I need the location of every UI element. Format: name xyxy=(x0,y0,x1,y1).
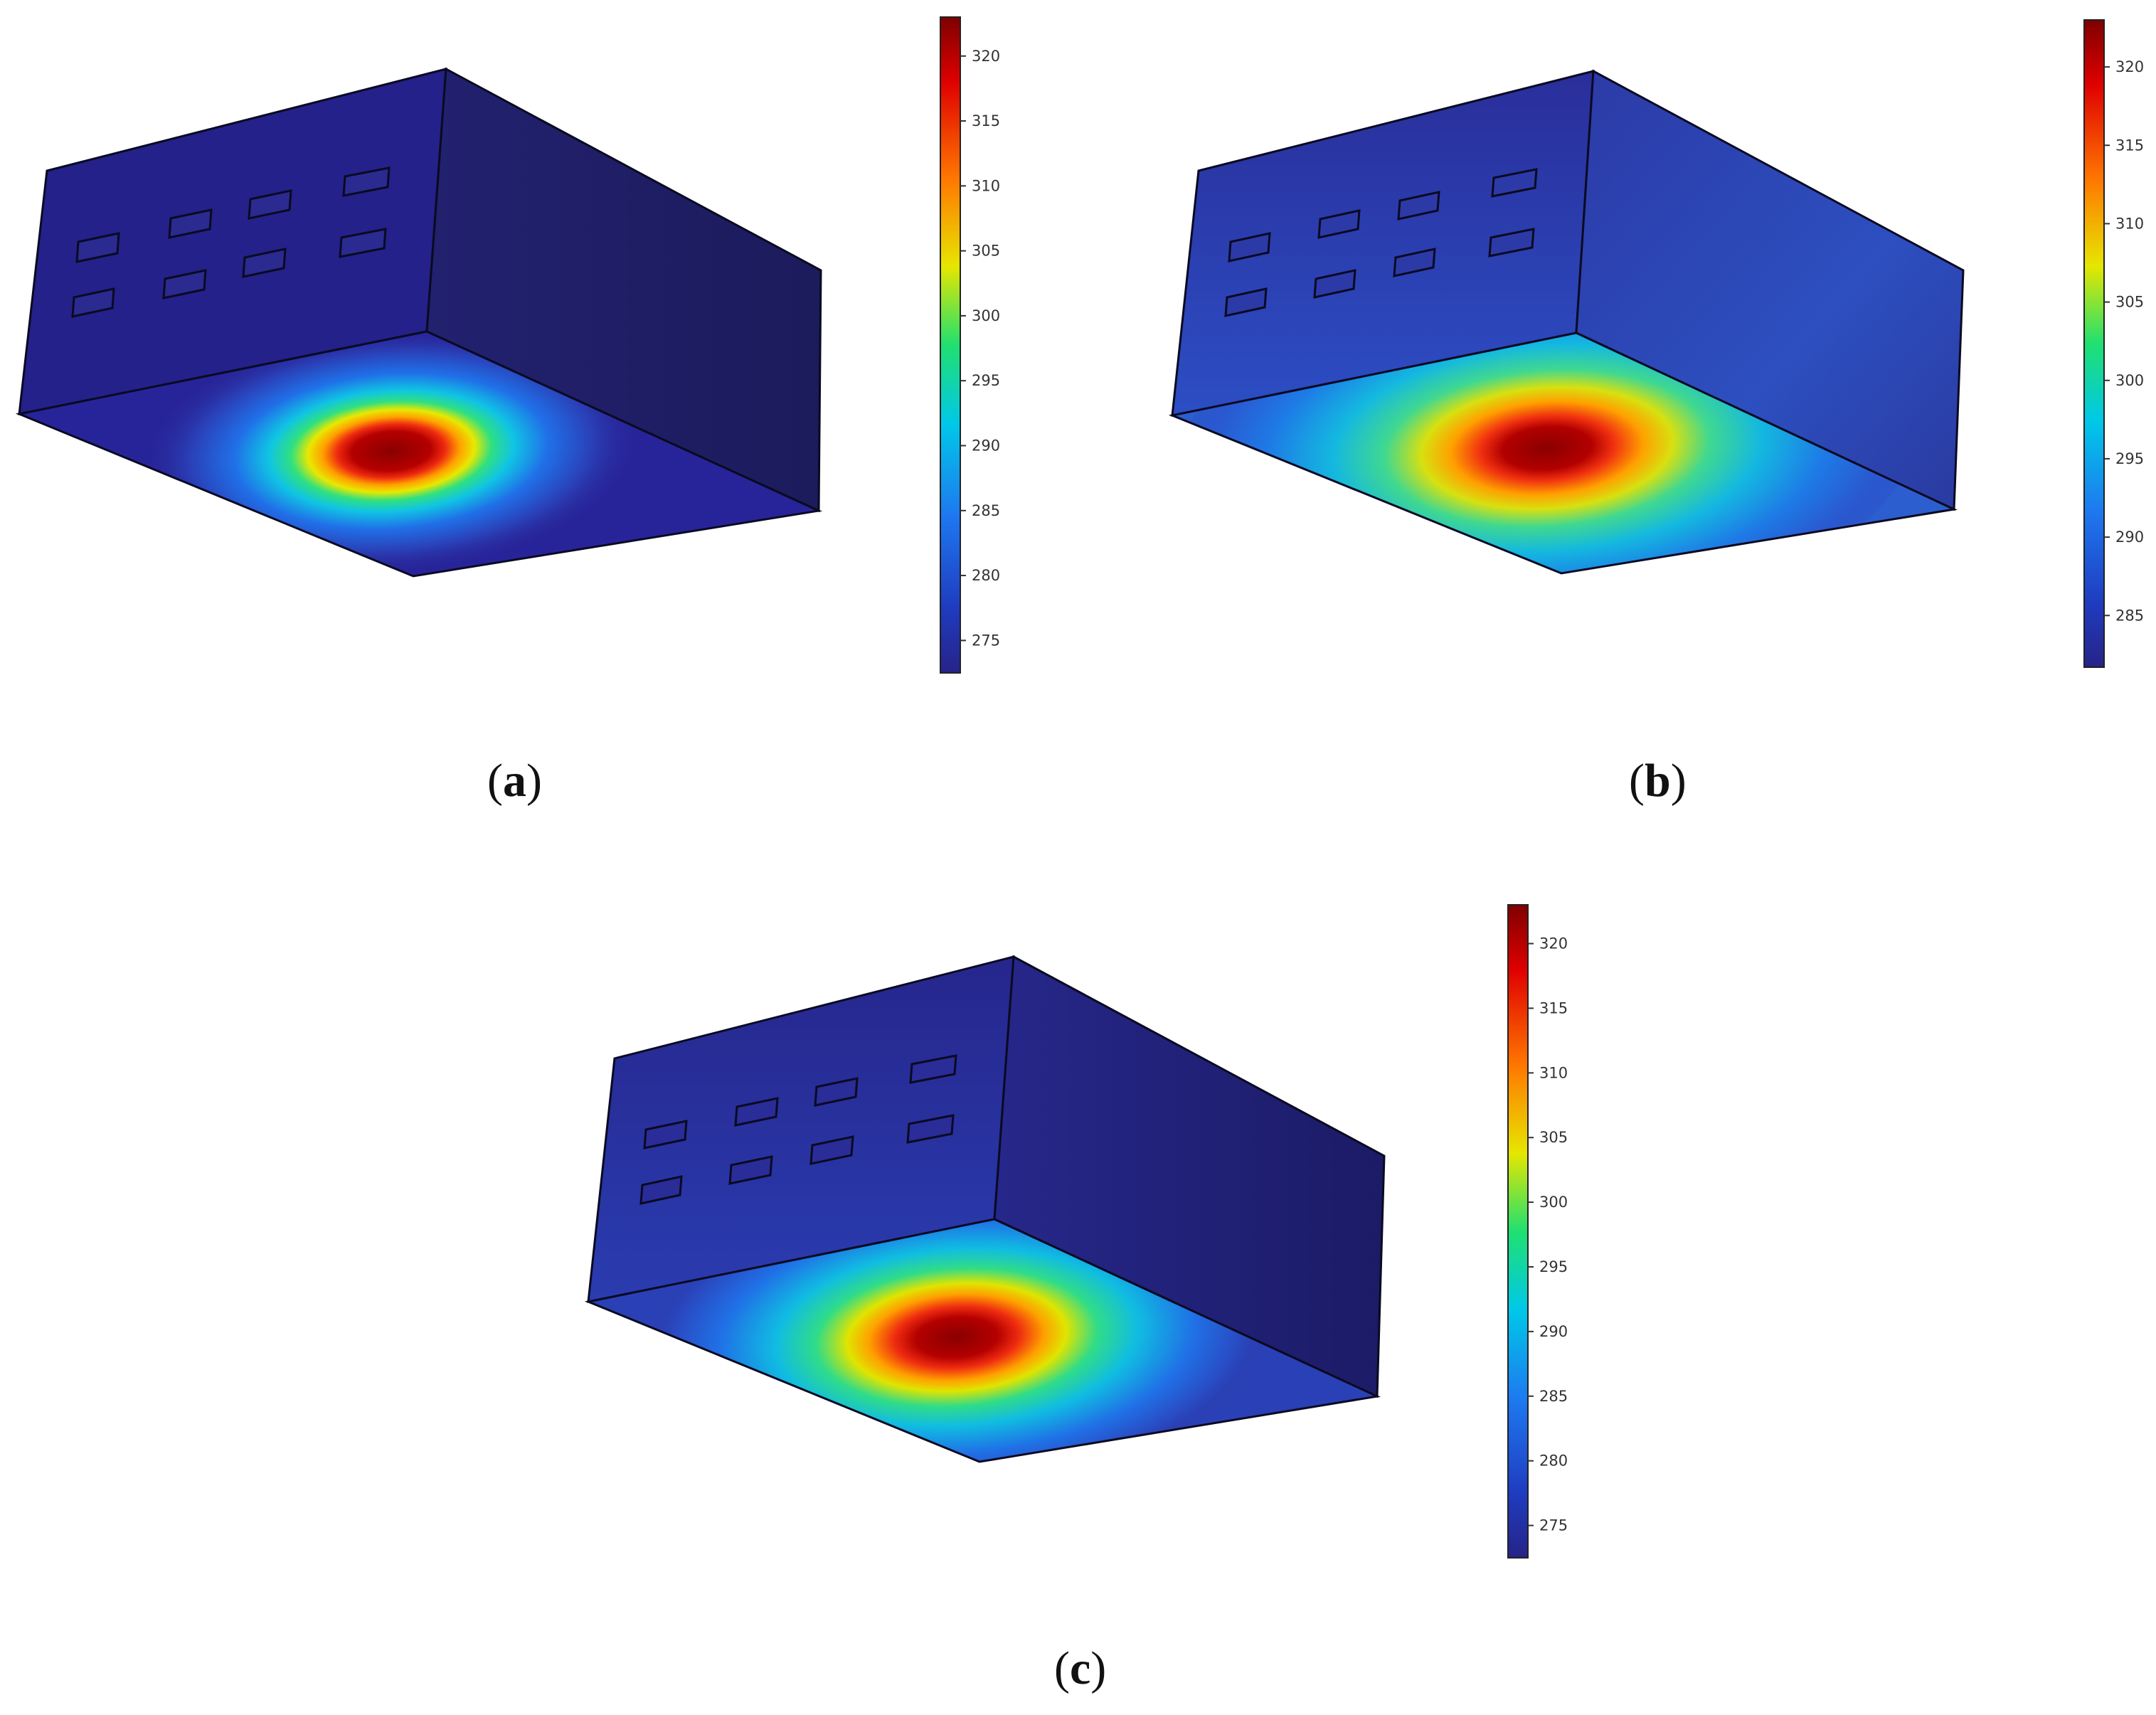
panel-a-colorbar-tick-label: 295 xyxy=(972,372,1000,389)
panel-a-colorbar-tick-label: 290 xyxy=(972,437,1000,454)
panel-c-colorbar-tick-label: 290 xyxy=(1539,1323,1568,1340)
panel-c-colorbar-gradient xyxy=(1507,904,1529,1559)
panel-c-colorbar-tick-label: 315 xyxy=(1539,999,1568,1016)
panel-c-caption-letter: c xyxy=(1069,1642,1091,1694)
panel-b-colorbar-tick-label: 300 xyxy=(2115,372,2144,389)
panel-a-colorbar-tick-label: 320 xyxy=(972,48,1000,65)
panel-b-colorbar-tick-label: 290 xyxy=(2115,529,2144,546)
panel-b-colorbar-tick-label: 320 xyxy=(2115,58,2144,75)
panel-a-colorbar: 275 280 285 290 295 300 305 310 315 320 xyxy=(940,16,1000,674)
panel-b-colorbar-tick-label: 315 xyxy=(2115,137,2144,154)
panel-c-colorbar-tick-label: 285 xyxy=(1539,1388,1568,1405)
panel-c-colorbar-tick-label: 300 xyxy=(1539,1194,1568,1211)
panel-b-colorbar-tick-label: 285 xyxy=(2115,607,2144,624)
panel-b-caption-open: ( xyxy=(1629,755,1645,807)
panel-a-colorbar-tick-label: 305 xyxy=(972,243,1000,260)
panel-a-colorbar-tick-label: 275 xyxy=(972,632,1000,649)
panel-b-caption: (b) xyxy=(1629,754,1687,808)
panel-a-caption-letter: a xyxy=(502,755,526,807)
panel-b-caption-close: ) xyxy=(1670,755,1687,807)
panel-b-colorbar-tick-label: 295 xyxy=(2115,450,2144,467)
panel-c-colorbar-tick-label: 305 xyxy=(1539,1129,1568,1146)
panel-c-colorbar-tick-label: 280 xyxy=(1539,1453,1568,1470)
panel-b-colorbar-gradient xyxy=(2083,19,2105,668)
panel-c-colorbar-tick-label: 320 xyxy=(1539,935,1568,952)
panel-c-caption-open: ( xyxy=(1054,1642,1070,1694)
panel-a-vents xyxy=(71,166,391,318)
panel-a-hotspot xyxy=(146,331,637,573)
panel-a-box xyxy=(15,67,823,578)
panel-a-colorbar-tick-label: 315 xyxy=(972,112,1000,129)
panel-a-colorbar-tick-label: 310 xyxy=(972,177,1000,194)
panel-b-colorbar-tick-label: 310 xyxy=(2115,215,2144,232)
panel-b-box xyxy=(1168,69,1965,575)
panel-a-colorbar-gradient xyxy=(940,16,961,674)
panel-c-colorbar-tick-label: 310 xyxy=(1539,1064,1568,1081)
panel-a-colorbar-tick-label: 300 xyxy=(972,307,1000,324)
panel-c-colorbar: 275 280 285 290 295 300 305 310 315 320 xyxy=(1507,904,1568,1559)
panel-a-colorbar-tick-label: 285 xyxy=(972,502,1000,519)
panel-b-colorbar: 285 290 295 300 305 310 315 320 xyxy=(2083,19,2144,668)
panel-b-colorbar-tick-label: 305 xyxy=(2115,294,2144,311)
panel-b-vents xyxy=(1224,168,1538,317)
panel-a-caption-close: ) xyxy=(526,755,542,807)
panel-c-vents xyxy=(639,1054,957,1205)
panel-c-box xyxy=(584,955,1386,1463)
panel-a-caption-open: ( xyxy=(487,755,503,807)
panel-c-caption-close: ) xyxy=(1090,1642,1107,1694)
panel-c-caption: (c) xyxy=(1054,1642,1106,1696)
panel-a-caption: (a) xyxy=(487,754,542,808)
panel-b-caption-letter: b xyxy=(1644,755,1671,807)
panel-c-colorbar-tick-label: 295 xyxy=(1539,1258,1568,1275)
panel-a-colorbar-tick-label: 280 xyxy=(972,567,1000,584)
panel-c-colorbar-tick-label: 275 xyxy=(1539,1517,1568,1534)
